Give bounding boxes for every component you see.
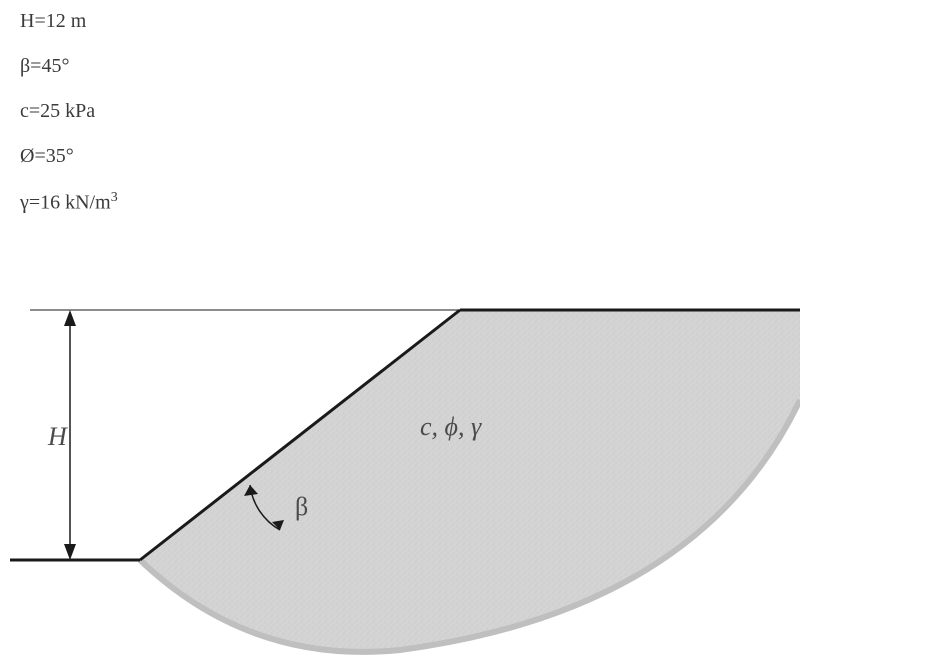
param-gamma: γ=16 kN/m3 <box>20 190 118 215</box>
param-phi: Ø=35° <box>20 145 118 168</box>
beta-label: β <box>295 492 308 521</box>
H-dim-arrow-up <box>64 310 76 326</box>
H-dim-arrow-down <box>64 544 76 560</box>
param-beta: β=45° <box>20 55 118 78</box>
H-dim-label: H <box>47 422 68 451</box>
param-c: c=25 kPa <box>20 100 118 123</box>
soil-params-label: c, ϕ, γ <box>420 412 482 441</box>
param-gamma-exp: 3 <box>111 190 118 205</box>
slope-diagram: H β c, ϕ, γ <box>0 280 800 660</box>
slope-svg: H β c, ϕ, γ <box>0 280 800 660</box>
param-gamma-prefix: γ=16 kN/m <box>20 192 111 214</box>
param-H: H=12 m <box>20 10 118 33</box>
parameter-list: H=12 m β=45° c=25 kPa Ø=35° γ=16 kN/m3 <box>20 10 118 237</box>
